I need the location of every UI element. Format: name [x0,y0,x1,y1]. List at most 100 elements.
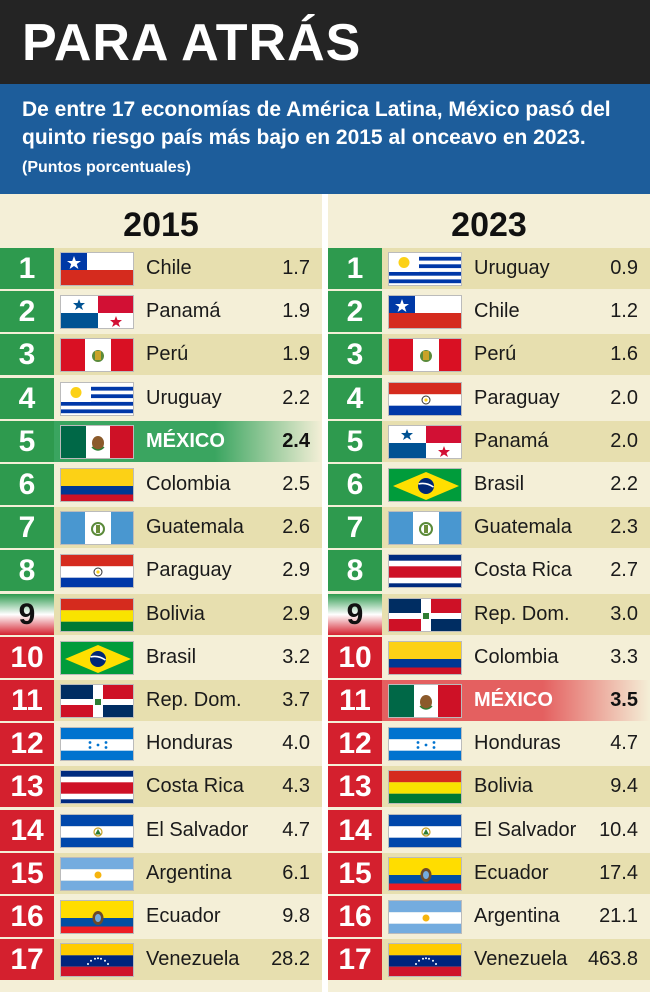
country-name: Panamá [474,429,549,452]
table-row: 12 Honduras 4.7 [328,723,650,765]
uruguay-flag-icon [388,252,462,286]
rank-number: 13 [0,766,54,808]
title-bar: PARA ATRÁS [0,0,650,84]
year-heading: 2023 [451,206,527,244]
honduras-flag-icon [388,727,462,762]
rank-number: 3 [328,334,382,376]
country-name: El Salvador [146,818,249,841]
rank-number: 4 [328,377,382,419]
country-name: Chile [146,257,192,279]
risk-value: 2.7 [610,559,638,582]
rank-number: 16 [0,896,54,937]
table-row: 9 Bolivia 2.9 [0,593,322,635]
paraguay-flag-icon [60,554,134,589]
rank-number: 4 [0,377,54,419]
table-row: 11 Rep. Dom. 3.7 [0,680,322,721]
brasil-flag-icon [388,468,462,502]
table-row: 10 Colombia 3.3 [328,636,650,678]
risk-value: 463.8 [587,948,638,971]
country-name: Uruguay [146,386,222,409]
rank-number: 6 [328,464,382,505]
table-row-highlighted: 11 MÉXICO 3.5 [328,680,650,721]
table-row: 17 Venezuela 463.8 [328,939,650,981]
rank-number: 7 [328,507,382,549]
risk-value: 6.1 [282,861,310,884]
risk-value: 1.6 [610,343,638,366]
table-row: 4 Paraguay 2.0 [328,377,650,419]
ecuador-flag-icon [60,900,134,934]
risk-value: 4.0 [282,732,310,755]
country-name: Panamá [146,300,221,323]
chile-flag-icon [60,252,134,286]
risk-value: 3.5 [610,689,638,711]
risk-value: 2.3 [610,516,638,539]
venezuela-flag-icon [388,943,462,978]
country-name: Costa Rica [146,775,244,798]
country-name: Ecuador [474,861,549,884]
table-row: 16 Ecuador 9.8 [0,896,322,937]
country-name: Perú [146,343,189,366]
risk-value: 2.4 [282,429,310,452]
risk-value: 17.4 [599,861,638,884]
table-row: 10 Brasil 3.2 [0,636,322,678]
risk-value: 3.0 [610,602,638,625]
country-name: Perú [474,343,517,366]
table-row: 7 Guatemala 2.6 [0,507,322,549]
rep-dom-flag-icon [60,684,134,718]
risk-value: 3.3 [610,645,638,668]
country-name: Bolivia [146,602,205,625]
rank-number: 11 [0,680,54,721]
country-name: Chile [474,300,520,323]
rank-number: 17 [328,939,382,981]
country-name: Honduras [474,732,561,755]
risk-value: 1.9 [282,343,310,366]
risk-value: 2.9 [282,559,310,582]
ranking-column-2023: 2023 1 Uruguay 0.9 2 Chile 1.2 3 Perú 1.6 4 Paragu… [328,194,650,992]
ranking-column-2015: 2015 1 Chile 1.7 2 Panamá 1.9 3 Perú 1.9 4 Uruguay… [0,194,322,992]
subtitle-box: De entre 17 economías de América Latina,… [0,84,650,194]
rank-number: 10 [328,636,382,678]
column-divider [322,194,328,992]
table-row: 8 Costa Rica 2.7 [328,550,650,592]
rank-number: 14 [328,809,382,851]
risk-value: 2.2 [282,386,310,409]
risk-value: 9.8 [282,905,310,927]
country-name: Honduras [146,732,233,755]
paraguay-flag-icon [388,381,462,416]
table-row: 17 Venezuela 28.2 [0,939,322,981]
country-name: MÉXICO [146,429,225,452]
country-name: Bolivia [474,775,533,798]
country-name: Paraguay [474,386,560,409]
argentina-flag-icon [388,900,462,934]
rank-number: 11 [328,680,382,721]
peru-flag-icon [60,338,134,373]
rep-dom-flag-icon [388,597,462,632]
rank-number: 10 [0,636,54,678]
risk-value: 1.9 [282,300,310,323]
rank-number: 15 [328,852,382,894]
country-name: Colombia [146,473,231,495]
country-name: Guatemala [146,516,244,539]
risk-value: 2.2 [610,473,638,495]
rank-number: 12 [328,723,382,765]
rank-number: 9 [328,593,382,635]
rank-number: 15 [0,852,54,894]
panama-flag-icon [388,424,462,459]
rank-number: 5 [0,420,54,462]
mexico-flag-icon [60,424,134,459]
rank-number: 17 [0,939,54,981]
table-row: 2 Panamá 1.9 [0,291,322,333]
country-name: Colombia [474,645,559,668]
mexico-flag-icon [388,684,462,718]
table-row: 8 Paraguay 2.9 [0,550,322,592]
rank-number: 14 [0,809,54,851]
country-name: Uruguay [474,257,550,279]
rank-number: 1 [0,248,54,289]
rank-number: 16 [328,896,382,937]
country-name: Costa Rica [474,559,572,582]
table-row: 13 Bolivia 9.4 [328,766,650,808]
country-name: Paraguay [146,559,232,582]
el-salvador-flag-icon [388,813,462,848]
risk-value: 2.0 [610,429,638,452]
table-row: 1 Chile 1.7 [0,248,322,289]
